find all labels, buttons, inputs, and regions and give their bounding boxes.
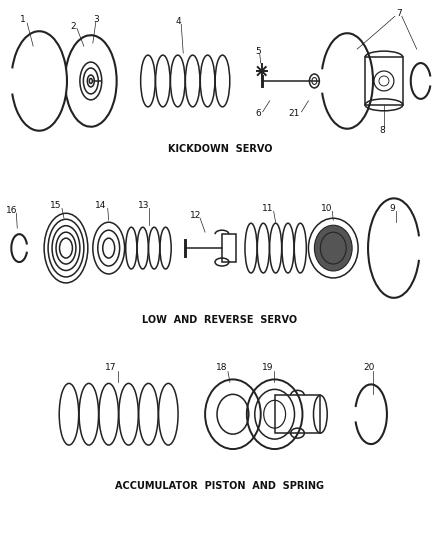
Bar [222,234,236,262]
Text: 17: 17 [105,363,117,372]
Text: LOW  AND  REVERSE  SERVO: LOW AND REVERSE SERVO [142,314,297,325]
Text: 13: 13 [138,201,149,210]
Text: 19: 19 [262,363,273,372]
Text: 5: 5 [255,46,261,55]
Text: 15: 15 [50,201,62,210]
Text: 4: 4 [176,17,181,26]
Text: 21: 21 [289,109,300,118]
Text: 8: 8 [379,126,385,135]
Bar [365,57,403,105]
Text: 10: 10 [321,204,332,213]
Text: 14: 14 [95,201,106,210]
Text: 11: 11 [262,204,273,213]
Text: 16: 16 [6,206,17,215]
Text: 9: 9 [389,204,395,213]
Text: 1: 1 [21,15,26,24]
Text: 12: 12 [190,211,201,220]
Text: 2: 2 [70,22,76,31]
Text: 7: 7 [396,9,402,18]
Bar [275,395,320,433]
Text: 18: 18 [216,363,228,372]
Text: 6: 6 [255,109,261,118]
Ellipse shape [314,225,352,271]
Text: 20: 20 [364,363,375,372]
Text: 3: 3 [93,15,99,24]
Text: ACCUMULATOR  PISTON  AND  SPRING: ACCUMULATOR PISTON AND SPRING [116,481,325,491]
Text: KICKDOWN  SERVO: KICKDOWN SERVO [168,143,272,154]
